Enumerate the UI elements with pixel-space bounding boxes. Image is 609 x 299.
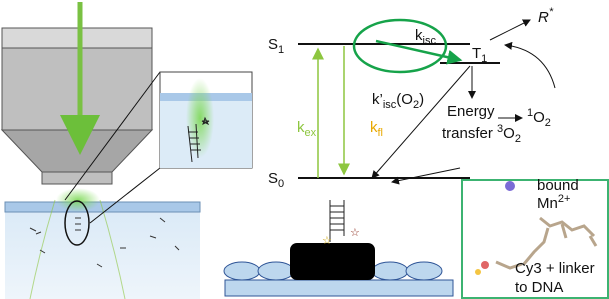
base: S xyxy=(268,170,278,187)
energy-transfer-line2: transfer 3O2 xyxy=(442,123,521,145)
figure: S1 S0 T1 kisc R* kex kfl k’isc(O2) Energ… xyxy=(0,0,609,299)
text: O xyxy=(503,125,515,142)
sub: isc xyxy=(423,35,437,47)
sub: 2 xyxy=(515,133,521,145)
s1-label: S1 xyxy=(268,36,284,56)
s0-label: S0 xyxy=(268,170,284,190)
text: O xyxy=(533,109,545,126)
text: transfer xyxy=(442,125,497,142)
k-fl-label: kfl xyxy=(370,119,383,139)
sub: isc xyxy=(383,99,397,111)
sub: 1 xyxy=(278,44,284,56)
base: T xyxy=(472,45,481,62)
sup: * xyxy=(549,6,554,18)
surface: ☆ ☆ xyxy=(224,200,453,296)
inset xyxy=(160,72,252,168)
energy-transfer-line1: Energy xyxy=(447,103,495,120)
k-isc-o2-label: k’isc(O2) xyxy=(372,91,424,111)
text: (O xyxy=(396,91,413,108)
text: ) xyxy=(419,91,424,108)
sub: ex xyxy=(305,127,317,139)
base: R xyxy=(538,9,549,26)
cy3-label-line2: to DNA xyxy=(515,279,563,296)
k-ex-label: kex xyxy=(297,119,317,139)
cy3-label-line1: Cy3 + linker xyxy=(515,260,595,277)
singlet-oxygen-label: 1O2 xyxy=(527,107,551,129)
r-star-label: R* xyxy=(538,6,554,26)
sub: fl xyxy=(378,127,384,139)
sub: 0 xyxy=(278,178,284,190)
objective xyxy=(2,28,152,184)
sub: 2 xyxy=(545,117,551,129)
star: ☆ xyxy=(350,227,360,239)
bound-label: bound xyxy=(537,177,579,194)
base: S xyxy=(268,36,278,53)
base: k’ xyxy=(372,91,383,108)
text: Mn xyxy=(537,195,558,212)
star: ☆ xyxy=(322,235,332,247)
sub: 1 xyxy=(481,53,487,65)
sup: 2+ xyxy=(558,193,571,205)
